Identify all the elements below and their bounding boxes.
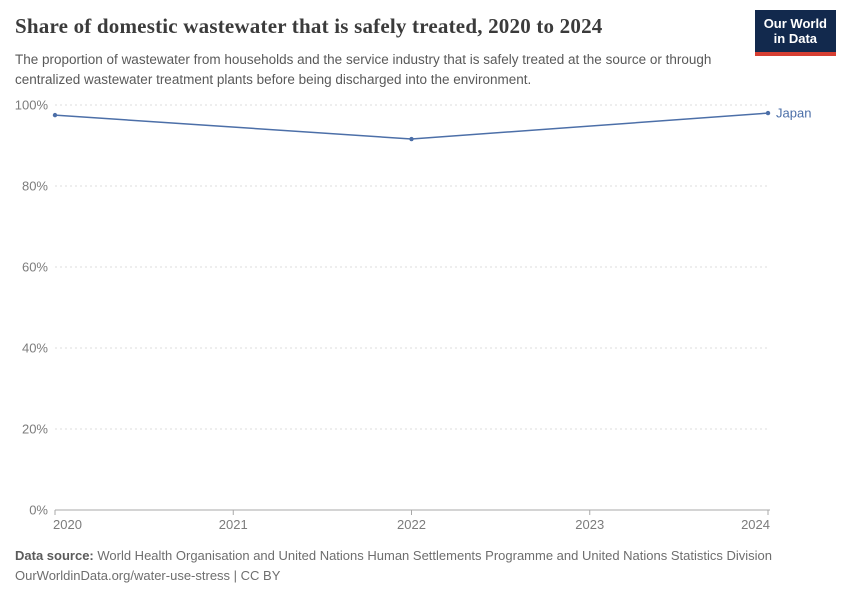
y-tick-label: 80% <box>22 179 48 194</box>
chart-subtitle: The proportion of wastewater from househ… <box>15 52 712 87</box>
x-tick-label: 2024 <box>741 517 770 532</box>
data-point <box>409 136 414 142</box>
chart-footer: Data source: World Health Organisation a… <box>15 546 835 586</box>
x-tick-label: 2022 <box>397 517 426 532</box>
owid-logo-line2: in Data <box>773 30 818 46</box>
x-tick-label: 2020 <box>53 517 82 532</box>
line-chart: 0% 20% 40% 60% 80% 100% 2020 2021 2022 2023 2024 Ja… <box>15 98 812 533</box>
y-tick-label: 60% <box>22 260 48 275</box>
series-end-label: Japan <box>776 106 811 121</box>
owid-logo-line1: Our World <box>763 16 827 31</box>
page-title: Share of domestic wastewater that is saf… <box>15 14 603 38</box>
data-source-label: Data source: <box>15 548 94 563</box>
x-tick-label: 2021 <box>219 517 248 532</box>
x-tick-label: 2023 <box>575 517 604 532</box>
license-line: OurWorldinData.org/water-use-stress | CC… <box>15 568 281 584</box>
data-source-line: Data source: World Health Organisation a… <box>15 546 835 566</box>
data-point <box>765 110 771 116</box>
y-tick-label: 100% <box>15 98 49 113</box>
y-tick-label: 20% <box>22 422 48 437</box>
data-point <box>52 112 58 118</box>
owid-logo[interactable]: Our World in Data <box>754 10 836 56</box>
y-tick-label: 40% <box>22 341 48 356</box>
data-line <box>54 112 769 140</box>
data-source-text: World Health Organisation and United Nat… <box>93 548 772 563</box>
y-tick-label: 0% <box>29 503 48 518</box>
